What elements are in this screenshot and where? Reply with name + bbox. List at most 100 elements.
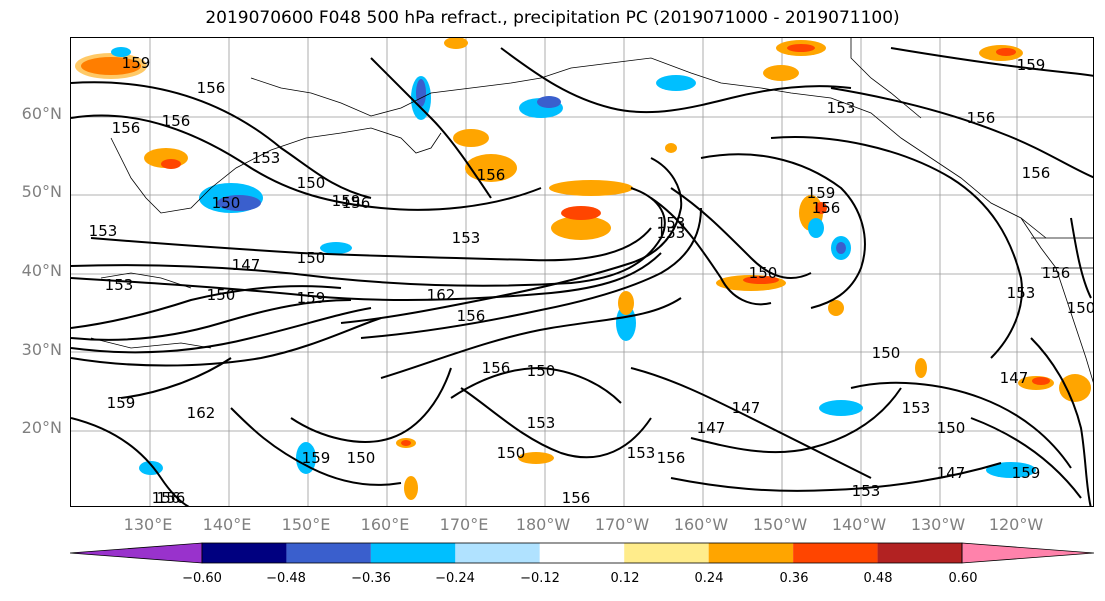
contour-label: 153: [657, 214, 686, 232]
precip-blob: [996, 48, 1016, 56]
precip-blob: [915, 358, 927, 378]
precip-blob: [404, 476, 418, 500]
colorbar-tick-label: 0.60: [948, 571, 978, 586]
contour-label: 156: [112, 119, 141, 137]
contour-label: 156: [1022, 164, 1051, 182]
contour-line: [340, 157, 683, 324]
lon-label: 150°W: [752, 515, 808, 534]
contour-label: 156: [457, 307, 486, 325]
precip-blob: [1059, 374, 1091, 402]
contour-label: 159: [1012, 464, 1041, 482]
contour-label: 150: [347, 449, 376, 467]
contour-label: 150: [497, 444, 526, 462]
colorbar-tick-label: −0.36: [351, 571, 391, 586]
precip-blob: [296, 442, 316, 474]
lon-label: 120°W: [988, 515, 1044, 534]
lon-label: 180°W: [515, 515, 571, 534]
colorbar-segment: [202, 543, 287, 563]
contour-line: [850, 381, 1072, 469]
lon-label: 140°E: [202, 515, 252, 534]
precip-blob: [551, 216, 611, 240]
contour-line: [770, 136, 1023, 359]
contour-line: [460, 387, 652, 459]
contour-label: 156: [152, 489, 181, 507]
contour-label: 156: [342, 194, 371, 212]
precip-blob: [75, 53, 147, 79]
lon-label: 130°W: [910, 515, 966, 534]
contour-line: [360, 207, 702, 339]
precip-blob: [401, 440, 411, 446]
contour-label: 156: [477, 166, 506, 184]
contour-label: 150: [207, 286, 236, 304]
contour-label: 150: [297, 174, 326, 192]
contour-label: 159: [297, 289, 326, 307]
contour-label: 150: [527, 362, 556, 380]
precip-blob: [763, 65, 799, 81]
lat-label: 30°N: [21, 340, 62, 359]
refractivity-contours: [71, 47, 1093, 506]
contour-label: 159: [332, 192, 361, 210]
precip-blob: [111, 47, 131, 57]
map-panel: 159 156 156 153 150 156 156 150 159 153 …: [70, 37, 1094, 507]
colorbar-outline: [201, 542, 963, 564]
lon-label: 160°E: [360, 515, 410, 534]
contour-label: 156: [562, 489, 591, 507]
contour-label: 150: [297, 249, 326, 267]
contour-label: 147: [697, 419, 726, 437]
precip-blob: [444, 38, 468, 49]
lat-label: 60°N: [21, 104, 62, 123]
contour-label: 147: [937, 464, 966, 482]
precip-blob: [836, 242, 846, 254]
precipitation-fill: [75, 38, 1091, 500]
lon-label: 130°E: [123, 515, 173, 534]
contour-line: [670, 187, 812, 279]
contour-label: 156: [482, 359, 511, 377]
coastline: [100, 272, 192, 289]
contour-label: 156: [812, 199, 841, 217]
contour-label: 159: [1017, 56, 1046, 74]
contour-label: 147: [732, 399, 761, 417]
colorbar-tick-label: −0.48: [266, 571, 306, 586]
lon-label: 160°W: [673, 515, 729, 534]
contour-label: 153: [105, 276, 134, 294]
coastline: [250, 57, 1047, 239]
contour-line: [71, 114, 542, 211]
colorbar-segment: [708, 543, 794, 563]
contour-label: 150: [872, 344, 901, 362]
lat-label: 50°N: [21, 182, 62, 201]
contour-line: [830, 87, 1093, 179]
contour-line: [970, 417, 1082, 499]
contour-line: [1030, 337, 1092, 506]
precip-blob: [465, 154, 517, 182]
contour-label: 150: [212, 194, 241, 212]
contour-label: 153: [902, 399, 931, 417]
contour-label: 159: [107, 394, 136, 412]
colorbar-tick-label: −0.60: [182, 571, 222, 586]
colorbar-tick-label: 0.24: [694, 571, 724, 586]
contour-label: 147: [1000, 369, 1029, 387]
contour-label: 159: [122, 54, 151, 72]
contour-label: 153: [452, 229, 481, 247]
coastlines: [90, 38, 1093, 383]
colorbar-tick-label: 0.12: [610, 571, 640, 586]
contour-line: [670, 462, 1002, 492]
precip-blob: [139, 461, 163, 475]
contour-line: [90, 227, 652, 262]
coastline: [110, 127, 442, 214]
contour-label: 150: [1067, 299, 1094, 317]
contour-line: [450, 366, 622, 404]
precip-blob: [453, 129, 489, 147]
contour-line: [370, 57, 492, 199]
contour-label: 156: [967, 109, 996, 127]
contour-line: [380, 297, 682, 379]
contour-line: [500, 47, 852, 114]
contour-label: 156: [197, 79, 226, 97]
colorbar-segments: [70, 542, 1094, 564]
precip-blob: [656, 75, 696, 91]
contour-line: [650, 197, 772, 306]
contour-line: [890, 47, 1093, 77]
contour-line: [120, 357, 232, 399]
contour-label: 153: [657, 224, 686, 242]
lat-label: 40°N: [21, 261, 62, 280]
